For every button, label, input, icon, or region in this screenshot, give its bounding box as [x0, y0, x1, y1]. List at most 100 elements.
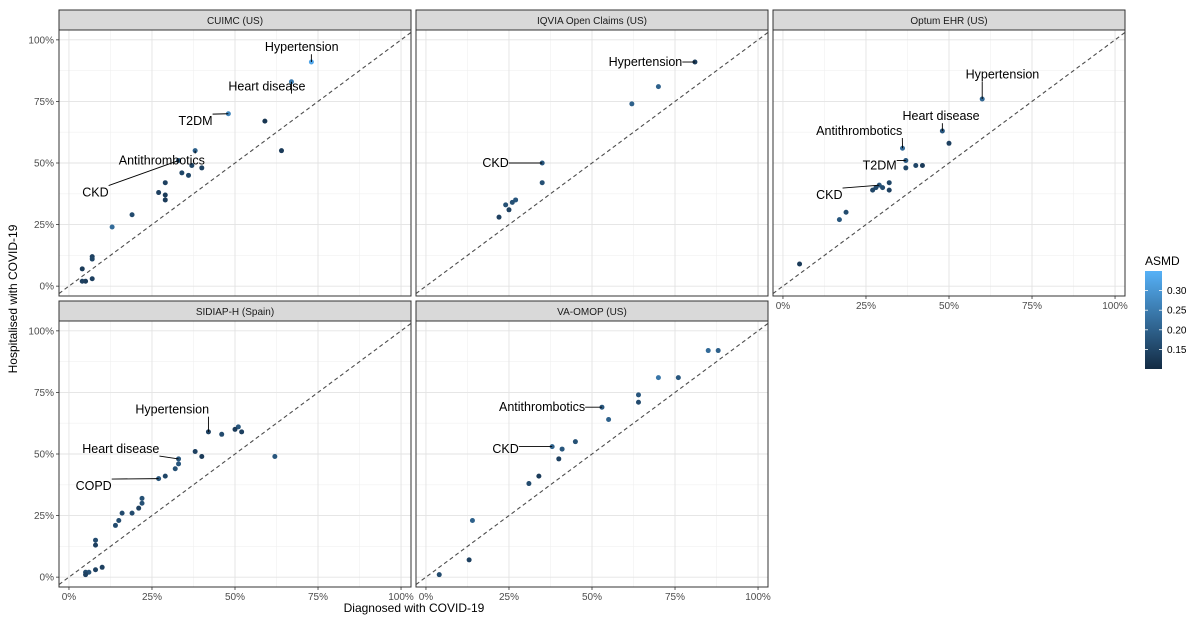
gridlines — [59, 321, 411, 587]
points — [436, 348, 721, 578]
data-point — [93, 537, 99, 543]
axes: 0% 25% 50% 75% 100% — [776, 296, 1128, 312]
data-point — [199, 165, 205, 171]
x-tick-label: 0% — [776, 301, 791, 312]
y-tick-label: 50% — [34, 450, 54, 461]
panel-3: SIDIAP-H (Spain) Hypertension Heart diseas… — [28, 300, 414, 603]
data-point — [262, 118, 268, 124]
panel-1: IQVIA Open Claims (US) Hypertension CKD — [415, 9, 769, 297]
point-label: Heart disease — [228, 80, 305, 94]
point-label: Hypertension — [135, 403, 209, 417]
data-point — [99, 564, 105, 570]
label-connector — [842, 184, 880, 189]
data-point — [655, 375, 661, 381]
panels: CUIMC (US) Hypertension Heart disease T2DM A… — [28, 9, 1128, 603]
data-point — [278, 148, 284, 154]
x-tick-label: 50% — [225, 592, 245, 603]
point-label: Heart disease — [82, 442, 159, 456]
panel-border — [415, 29, 769, 297]
data-point — [162, 197, 168, 203]
data-point — [93, 542, 99, 548]
gridlines — [773, 30, 1125, 296]
legend-tick-label: 0.25 — [1167, 306, 1187, 317]
data-point — [606, 417, 612, 423]
panel-title: IQVIA Open Claims (US) — [537, 16, 647, 27]
x-axis-title: Diagnosed with COVID-19 — [344, 601, 485, 615]
data-point — [836, 217, 842, 223]
data-point — [715, 348, 721, 354]
data-point — [156, 190, 162, 196]
data-point — [199, 453, 205, 459]
reference-line — [58, 32, 412, 294]
y-tick-label: 100% — [28, 35, 54, 46]
annotations: Hypertension Heart disease COPD — [76, 403, 209, 493]
data-point — [79, 266, 85, 272]
data-point — [162, 192, 168, 198]
data-point — [139, 495, 145, 501]
data-point — [509, 199, 515, 205]
data-point — [503, 202, 509, 208]
data-point — [675, 375, 681, 381]
data-point — [162, 473, 168, 479]
point-label: CKD — [482, 156, 508, 170]
data-point — [219, 431, 225, 437]
annotations: Hypertension Heart disease T2DM Antithrombo… — [82, 40, 338, 199]
label-connector — [159, 455, 179, 460]
point-label: CKD — [492, 442, 518, 456]
data-point — [705, 348, 711, 354]
data-point — [919, 162, 925, 168]
data-point — [635, 392, 641, 398]
x-tick-label: 25% — [499, 592, 519, 603]
panel-title: Optum EHR (US) — [910, 16, 987, 27]
x-tick-label: 75% — [1022, 301, 1042, 312]
x-tick-label: 25% — [142, 592, 162, 603]
data-point — [89, 256, 95, 262]
data-point — [466, 557, 472, 563]
y-tick-label: 100% — [28, 326, 54, 337]
point-label: Hypertension — [265, 40, 339, 54]
y-tick-label: 0% — [40, 282, 55, 293]
x-tick-label: 100% — [745, 592, 771, 603]
data-point — [83, 572, 89, 578]
data-point — [109, 224, 115, 230]
data-point — [903, 165, 909, 171]
legend-tick-label: 0.20 — [1167, 325, 1187, 336]
point-label: Hypertension — [966, 67, 1040, 81]
data-point — [93, 567, 99, 573]
panel-2: Optum EHR (US) Hypertension Heart diseaseA… — [772, 9, 1128, 312]
point-label: Antithrombotics — [119, 154, 205, 168]
y-tick-label: 75% — [34, 388, 54, 399]
data-point — [886, 187, 892, 193]
axes: 0% 25% 50% 75% 100% — [28, 35, 59, 293]
data-point — [172, 466, 178, 472]
data-point — [129, 510, 135, 516]
point-label: Antithrombotics — [499, 400, 585, 414]
x-tick-label: 0% — [419, 592, 434, 603]
data-point — [536, 473, 542, 479]
data-point — [880, 185, 886, 191]
reference-line — [415, 323, 769, 585]
label-connector — [108, 160, 179, 186]
data-point — [843, 209, 849, 215]
data-point — [192, 449, 198, 455]
gridlines — [59, 30, 411, 296]
data-point — [913, 162, 919, 168]
reference-line — [415, 32, 769, 294]
annotations: Antithrombotics CKD — [492, 400, 602, 456]
legend-title: ASMD — [1145, 254, 1180, 268]
annotations: Hypertension Heart diseaseAntithrombotics… — [816, 67, 1039, 202]
point-label: CKD — [816, 188, 842, 202]
data-point — [112, 522, 118, 528]
x-tick-label: 100% — [1102, 301, 1128, 312]
point-label: T2DM — [863, 158, 897, 172]
point-label: CKD — [82, 186, 108, 200]
data-point — [629, 101, 635, 107]
axes: 0% 25% 50% 75% 100% 0% 25% 50% 75% 100% — [28, 326, 414, 603]
x-tick-label: 75% — [308, 592, 328, 603]
data-point — [239, 429, 245, 435]
panel-title: CUIMC (US) — [207, 16, 263, 27]
data-point — [655, 84, 661, 90]
data-point — [559, 446, 565, 452]
data-point — [179, 170, 185, 176]
point-label: COPD — [76, 479, 112, 493]
